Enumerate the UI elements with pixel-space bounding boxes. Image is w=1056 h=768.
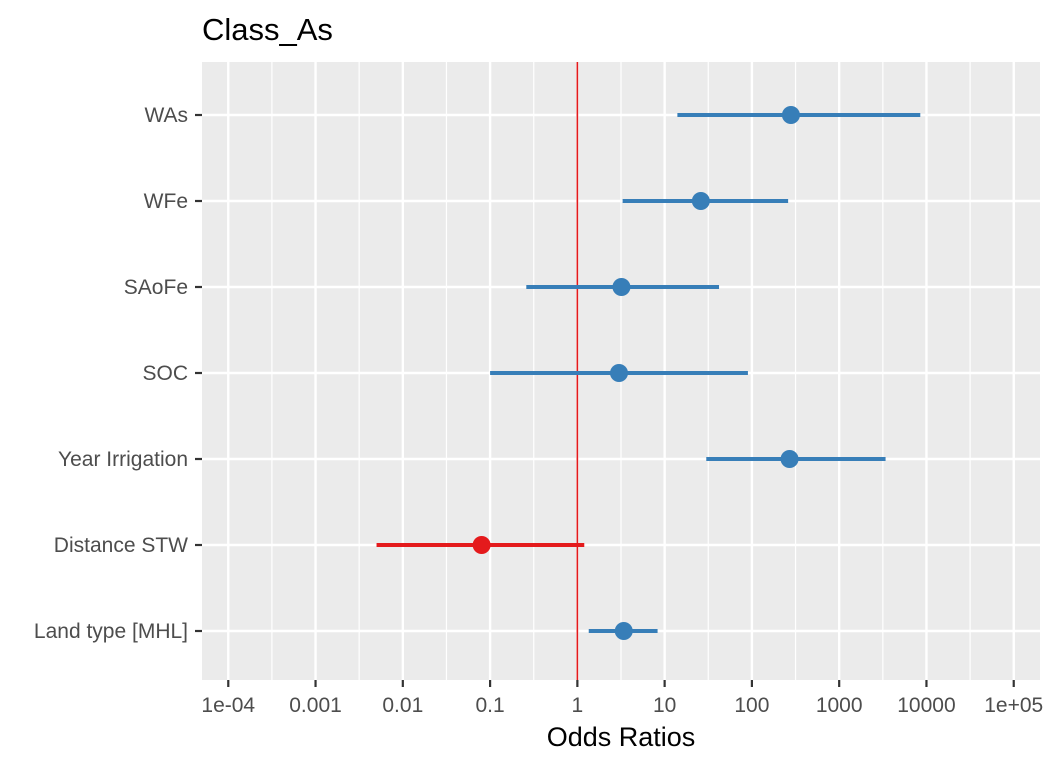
x-tick-label: 0.1 [475,694,504,717]
chart-title: Class_As [202,12,333,47]
y-tick-label: Land type [MHL] [34,620,188,643]
estimate-point [472,536,491,554]
y-tick-label: SAoFe [124,276,188,299]
estimate-point [610,364,629,382]
x-axis: 1e-04 0.001 0.01 0.1 1 10 100 1000 10000 1e+05 [201,680,1043,717]
y-tick-label: WFe [144,190,188,213]
x-tick-label: 100 [734,694,769,717]
estimate-points [472,106,800,640]
estimate-point [612,278,631,296]
x-tick-label: 10 [653,694,676,717]
y-tick-label: SOC [142,362,188,385]
x-tick-label: 1e-04 [201,694,255,717]
y-tick-label: Distance STW [54,534,188,557]
y-axis: WAs WFe SAoFe SOC Year Irrigation Distance ST… [34,104,202,643]
x-axis-title: Odds Ratios [547,722,696,752]
x-tick-label: 1e+05 [984,694,1043,717]
estimate-point [691,192,710,210]
x-tick-label: 1000 [816,694,863,717]
estimate-point [781,106,800,124]
y-tick-label: WAs [144,104,188,127]
x-tick-label: 0.01 [382,694,423,717]
x-tick-label: 10000 [897,694,955,717]
y-tick-label: Year Irrigation [58,448,188,471]
x-tick-label: 1 [572,694,584,717]
estimate-point [780,450,799,468]
estimate-point [614,622,633,640]
x-tick-label: 0.001 [289,694,342,717]
